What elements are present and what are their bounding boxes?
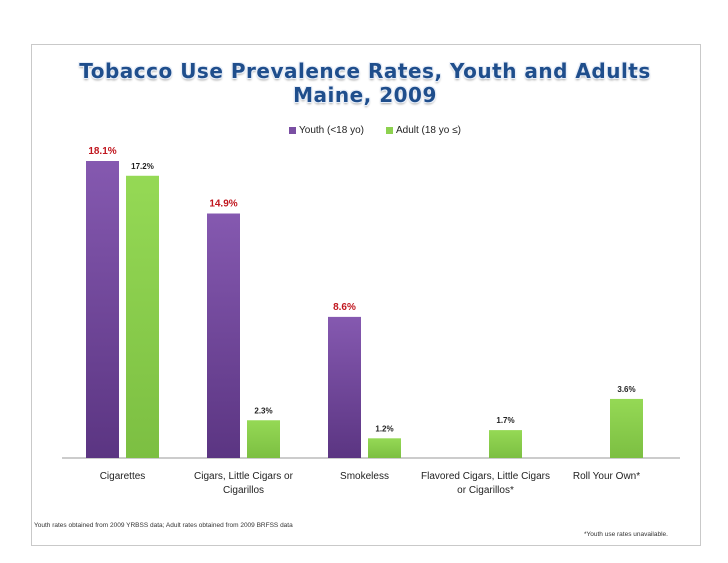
chart-title-line2: Maine, 2009 (293, 83, 437, 107)
chart-frame (31, 44, 701, 546)
category-label-cigars-little-cigars-or-cigarillos: Cigars, Little Cigars or Cigarillos (179, 470, 309, 498)
legend-label-youth: Youth (<18 yo) (299, 125, 364, 136)
category-label-smokeless: Smokeless (300, 470, 430, 484)
data-label-adult-cigarettes: 17.2% (131, 162, 154, 171)
category-label-line: Smokeless (340, 471, 389, 482)
legend-label-adult: Adult (18 yo ≤) (395, 125, 461, 136)
data-label-adult-flavored-cigars-little-cigars-or-cigarillos: 1.7% (496, 416, 514, 425)
legend: Youth (<18 yo) Adult (18 yo ≤) (289, 125, 461, 136)
data-label-youth-cigarettes: 18.1% (88, 146, 116, 157)
data-label-adult-smokeless: 1.2% (375, 424, 393, 433)
bar-adult-cigars-little-cigars-or-cigarillos (247, 420, 280, 458)
data-label-youth-smokeless: 8.6% (333, 302, 356, 313)
category-label-line: Cigarettes (99, 471, 146, 482)
category-label-line: Cigars, Little Cigars or (194, 471, 293, 482)
category-label-cigarettes: Cigarettes (58, 470, 188, 484)
bar-youth-smokeless (328, 316, 361, 458)
chart-title-line1: Tobacco Use Prevalence Rates, Youth and … (79, 59, 651, 83)
category-label-roll-your-own: Roll Your Own* (542, 470, 672, 484)
category-label-line: Cigarillos (222, 485, 265, 496)
legend-item-youth: Youth (<18 yo) (289, 125, 364, 136)
data-label-adult-roll-your-own: 3.6% (617, 385, 635, 394)
youth-unavailable-note: *Youth use rates unavailable. (584, 531, 668, 538)
bar-adult-smokeless (368, 438, 401, 458)
bar-youth-cigars-little-cigars-or-cigarillos (207, 213, 240, 458)
category-label-line: Flavored Cigars, Little Cigars (421, 471, 550, 482)
legend-swatch-youth (289, 127, 296, 134)
category-label-line: or Cigarillos* (457, 485, 514, 496)
data-label-adult-cigars-little-cigars-or-cigarillos: 2.3% (254, 406, 272, 415)
data-label-youth-cigars-little-cigars-or-cigarillos: 14.9% (209, 199, 237, 210)
bar-adult-flavored-cigars-little-cigars-or-cigarillos (489, 430, 522, 458)
legend-swatch-adult (385, 127, 393, 134)
bar-youth-cigarettes (86, 161, 119, 458)
category-label-flavored-cigars-little-cigars-or-cigarillos: Flavored Cigars, Little Cigars or Cigaril… (421, 470, 551, 498)
bar-adult-roll-your-own (610, 398, 643, 458)
source-note: Youth rates obtained from 2009 YRBSS dat… (34, 522, 293, 529)
bar-adult-cigarettes (126, 175, 159, 459)
category-label-line: Roll Your Own* (572, 471, 641, 482)
legend-item-adult: Adult (18 yo ≤) (385, 125, 461, 136)
